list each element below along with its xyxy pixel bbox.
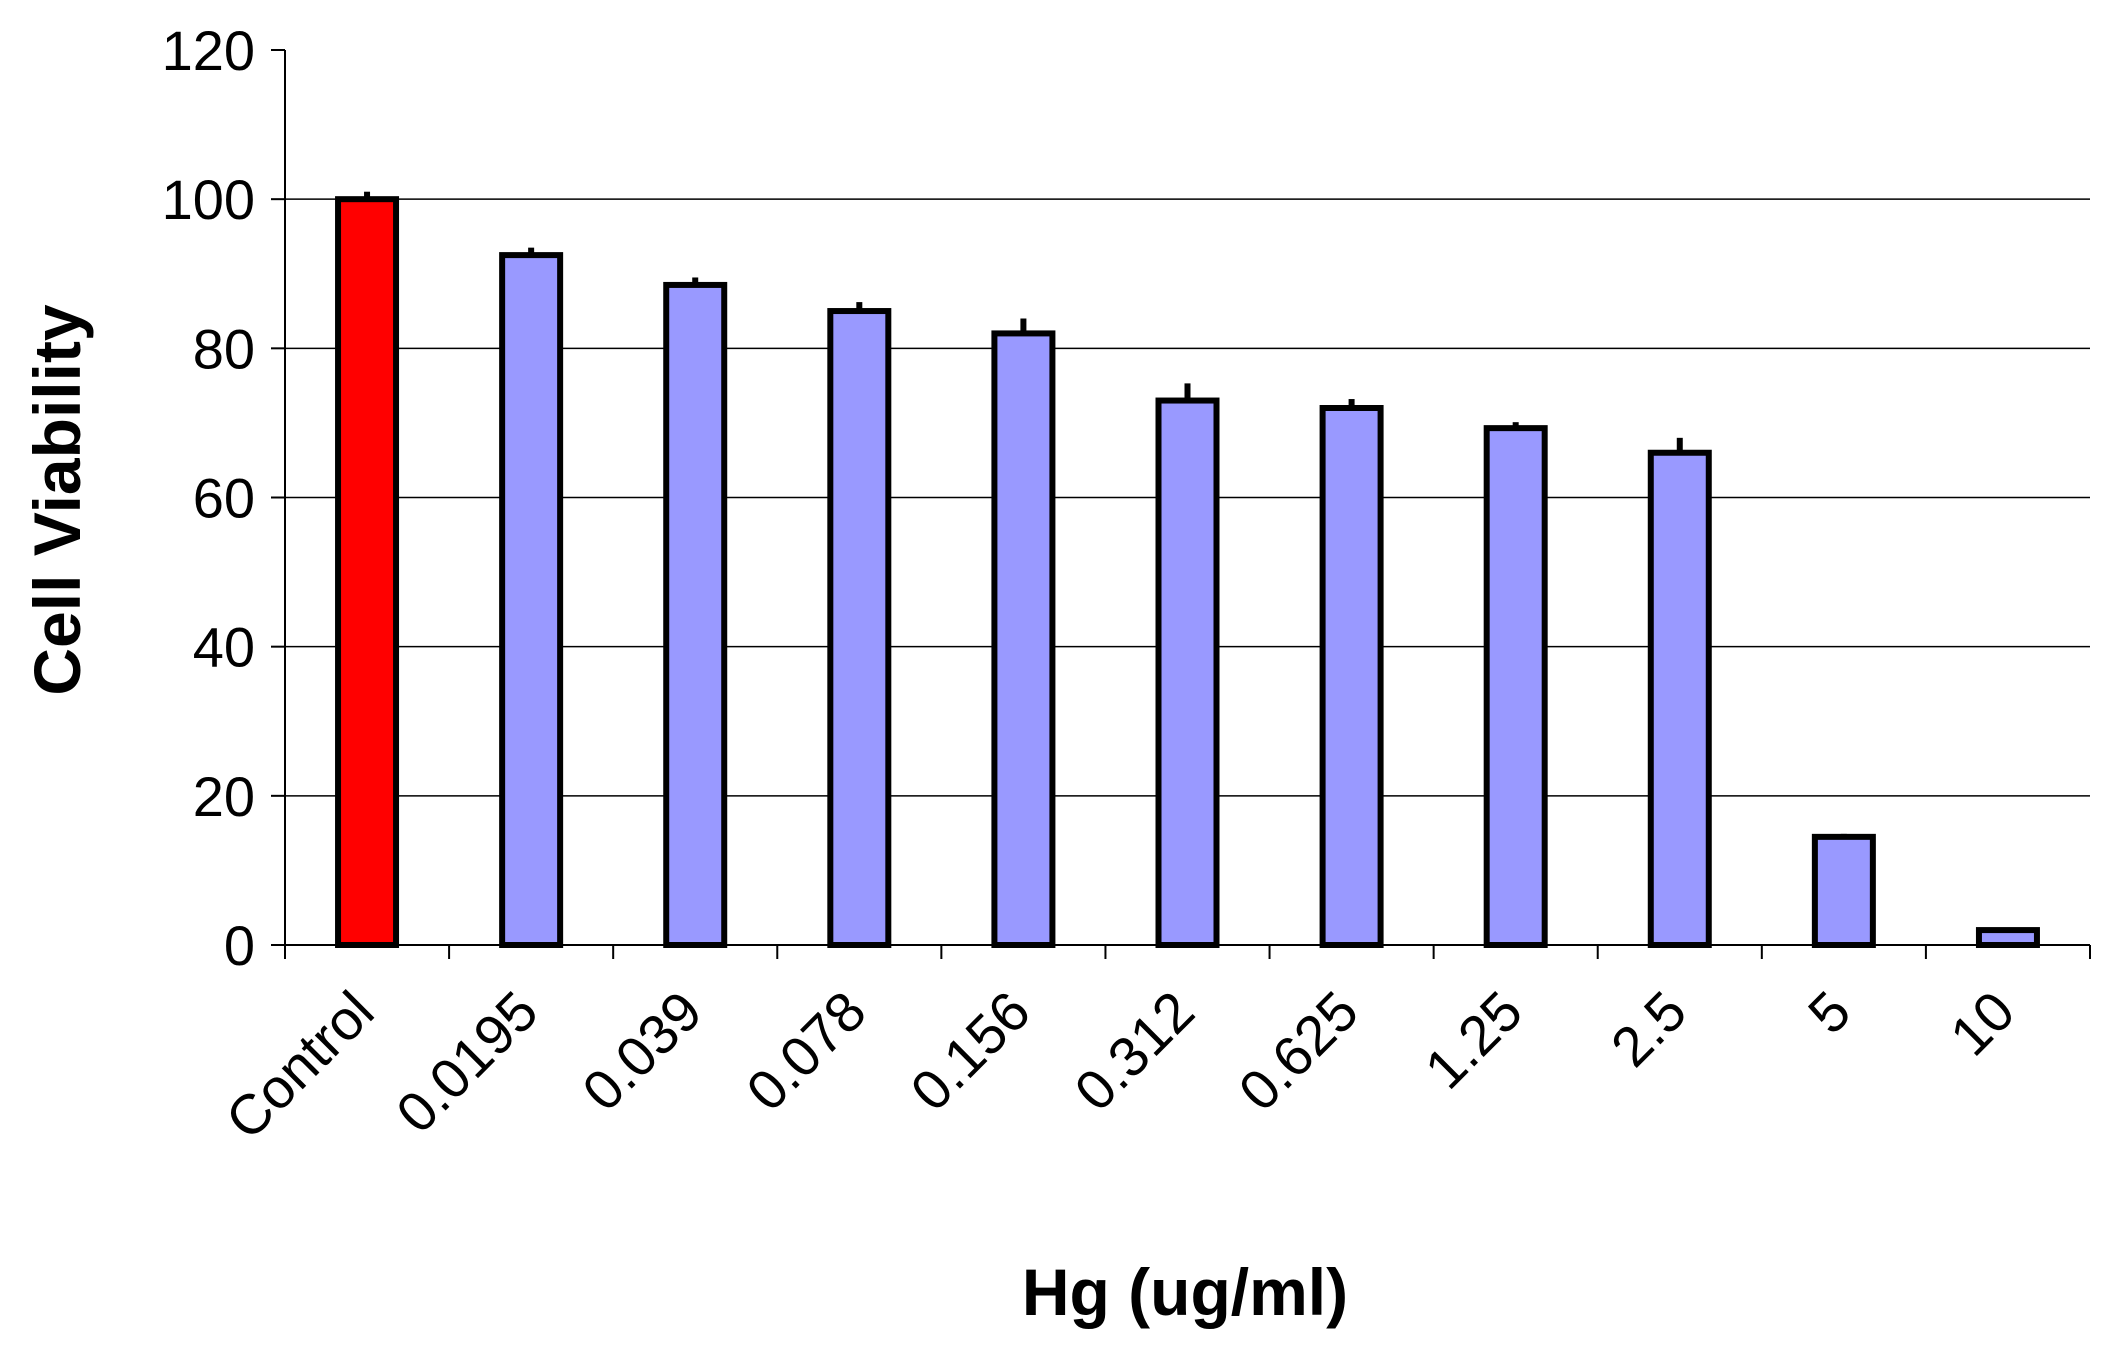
axes bbox=[271, 49, 2091, 959]
y-axis-title: Cell Viability bbox=[20, 304, 94, 696]
bars bbox=[335, 191, 2040, 949]
bar bbox=[827, 308, 892, 948]
y-tick-label: 60 bbox=[193, 467, 255, 530]
x-tick-label: 0.156 bbox=[898, 979, 1042, 1123]
x-tick-label: 2.5 bbox=[1599, 979, 1699, 1079]
y-tick-label: 40 bbox=[193, 616, 255, 679]
y-tick-label: 100 bbox=[162, 168, 255, 231]
x-tick-label: 5 bbox=[1796, 979, 1863, 1046]
y-tick-labels: 0 20 40 60 80 100 120 bbox=[162, 19, 255, 977]
x-tick-label: 10 bbox=[1938, 979, 2027, 1068]
bar bbox=[335, 196, 400, 948]
x-tick-label: 0.0195 bbox=[384, 979, 550, 1145]
x-tick-label: 0.039 bbox=[570, 979, 714, 1123]
bar bbox=[1811, 833, 1876, 949]
bar bbox=[991, 330, 1056, 948]
x-tick-label: Control bbox=[213, 979, 385, 1151]
x-tick-label: 0.312 bbox=[1062, 979, 1206, 1123]
y-tick-label: 20 bbox=[193, 765, 255, 828]
bar bbox=[499, 252, 564, 948]
x-tick-label: 1.25 bbox=[1413, 979, 1535, 1101]
x-tick-label: 0.625 bbox=[1226, 979, 1370, 1123]
bar bbox=[1319, 405, 1384, 948]
x-axis-title: Hg (ug/ml) bbox=[1022, 1255, 1348, 1329]
bar bbox=[663, 281, 728, 948]
y-tick-label: 120 bbox=[162, 19, 255, 82]
bar bbox=[1155, 397, 1220, 948]
y-tick-label: 80 bbox=[193, 317, 255, 380]
bar bbox=[1483, 425, 1548, 948]
y-tick-label: 0 bbox=[224, 914, 255, 977]
bar bbox=[1975, 927, 2040, 948]
x-tick-label: 0.078 bbox=[734, 979, 878, 1123]
bar bbox=[1647, 449, 1712, 948]
